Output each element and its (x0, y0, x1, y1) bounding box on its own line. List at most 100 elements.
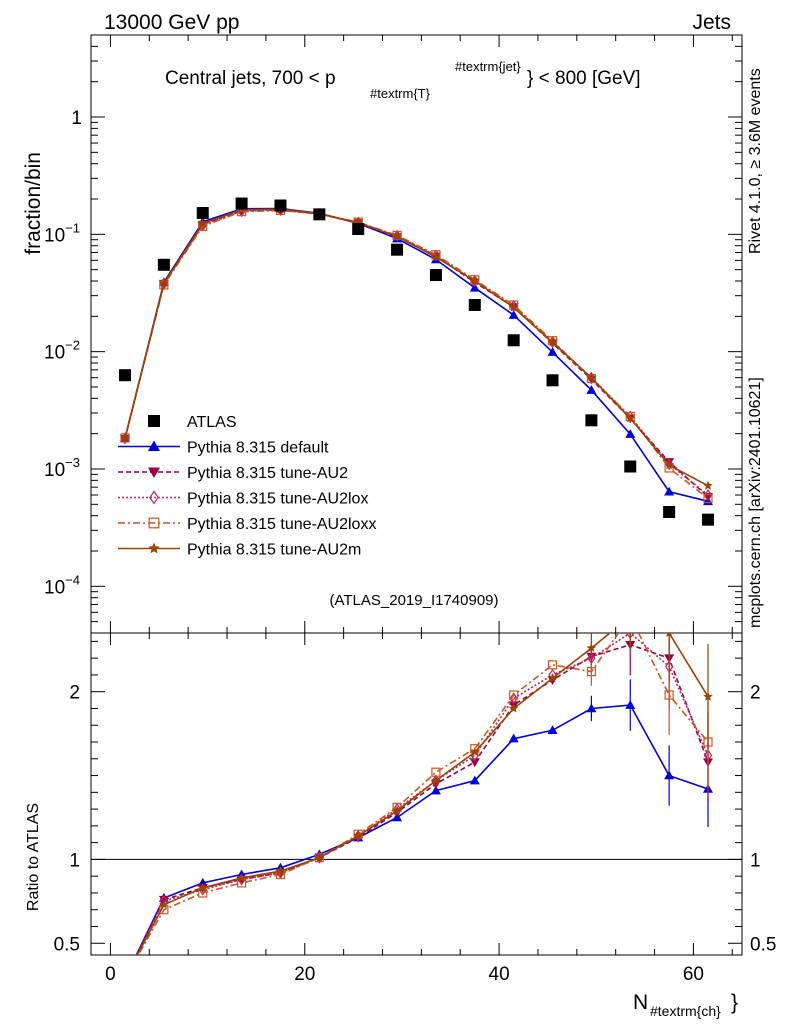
legend-label: Pythia 8.315 tune-AU2lox (187, 491, 368, 508)
marker (431, 252, 441, 262)
x-tick-label: 20 (294, 964, 315, 985)
marker (626, 611, 636, 620)
x-tick-label: 60 (683, 964, 704, 985)
marker (275, 866, 286, 876)
x-tick-label: 40 (489, 964, 510, 985)
marker (431, 775, 441, 785)
data-point (313, 208, 326, 221)
data-point (391, 243, 404, 256)
marker (122, 973, 129, 983)
marker (198, 218, 208, 228)
marker (508, 302, 519, 312)
ratio-tick-label-right: 1 (750, 850, 761, 871)
marker (664, 690, 674, 700)
legend-label: Pythia 8.315 tune-AU2loxx (187, 516, 376, 533)
x-tick-label: 0 (105, 964, 116, 985)
series-pythia-8-315-tune-au2-ratio-line (135, 643, 709, 955)
marker (392, 803, 402, 816)
main-plot-area (119, 197, 714, 526)
marker (586, 666, 596, 677)
marker (392, 231, 402, 241)
series-pythia-8-315-tune-au2lox-ratio-line (135, 633, 709, 955)
y-tick-label: 1 (71, 108, 82, 129)
ratio-plot-frame (90, 632, 743, 956)
energy-label: 13000 GeV pp (104, 11, 239, 34)
title-subscript: #textrm{T} (370, 86, 431, 101)
marker (353, 217, 363, 227)
series-pythia-8-315-tune-au2loxx-ratio-line (137, 633, 709, 955)
series-pythia-8-315-tune-au2m-line (124, 208, 709, 487)
marker (664, 770, 675, 780)
marker (625, 413, 635, 423)
legend: ATLAS Pythia 8.315 default Pythia 8.315 tu… (118, 414, 376, 559)
category-label: Jets (692, 11, 731, 34)
data-point (157, 258, 170, 271)
title-suffix: } < 800 [GeV] (527, 68, 641, 89)
data-point (468, 298, 481, 311)
marker (547, 725, 558, 735)
x-label-main: N (633, 991, 648, 1014)
legend-label: Pythia 8.315 default (187, 440, 329, 457)
data-point (701, 513, 714, 526)
marker (586, 372, 597, 382)
marker (703, 493, 713, 504)
data-point (352, 223, 365, 236)
axis-ticks: 0 20 40 60 10−4 10−3 10−2 10−1 1 0.5 0.5 1 1 2 2 (44, 34, 776, 985)
legend-label: Pythia 8.315 tune-AU2 (187, 465, 348, 482)
marker (149, 490, 159, 505)
marker (120, 433, 130, 443)
x-axis-label: N #textrm{ch} } (633, 991, 738, 1019)
marker (314, 852, 325, 862)
marker (148, 517, 160, 529)
series-pythia-8-315-tune-au2m-ratio-line (136, 633, 709, 955)
title-superscript: #textrm{jet} (455, 59, 521, 74)
ratio-tick-label: 2 (69, 683, 80, 704)
data-point (119, 369, 132, 382)
marker (353, 830, 363, 840)
y-tick-label: 10−1 (44, 220, 80, 246)
data-point (546, 374, 559, 387)
data-point (429, 269, 442, 282)
marker (586, 703, 597, 713)
ratio-plot-area (120, 611, 713, 983)
marker (626, 612, 634, 620)
marker (120, 974, 130, 983)
marker (236, 872, 247, 882)
marker (664, 486, 675, 496)
legend-marker-atlas (148, 415, 160, 427)
ratio-tick-label-right: 0.5 (750, 934, 776, 955)
marker (509, 690, 519, 700)
data-point (235, 197, 248, 210)
marker (470, 747, 480, 757)
marker (430, 785, 441, 795)
marker (469, 758, 480, 768)
series-layer (91, 197, 742, 983)
ratio-tick-label: 0.5 (54, 934, 80, 955)
y-tick-label: 10−4 (44, 572, 80, 598)
y-axis-label: fraction/bin (22, 152, 45, 255)
side-label-rivet: Rivet 4.1.0, ≥ 3.6M events (747, 68, 764, 254)
x-label-close: } (731, 991, 738, 1014)
marker (625, 700, 636, 709)
marker (547, 660, 558, 670)
marker (702, 492, 713, 502)
marker (469, 775, 480, 785)
marker (625, 429, 636, 438)
marker (148, 440, 160, 451)
y-tick-label: 10−3 (44, 455, 80, 481)
marker (148, 467, 160, 478)
marker (703, 691, 713, 701)
data-point (624, 460, 637, 473)
marker (508, 733, 519, 743)
ratio-y-axis-label: Ratio to ATLAS (25, 803, 42, 911)
marker (120, 973, 130, 982)
marker (547, 337, 558, 347)
ratio-tick-label-right: 2 (750, 683, 761, 704)
marker (159, 899, 169, 909)
marker (586, 643, 597, 653)
title-prefix: Central jets, 700 < p (165, 68, 336, 89)
chart-title: Central jets, 700 < p #textrm{T} #textrm… (165, 59, 641, 101)
marker (703, 488, 713, 502)
marker (470, 276, 480, 286)
